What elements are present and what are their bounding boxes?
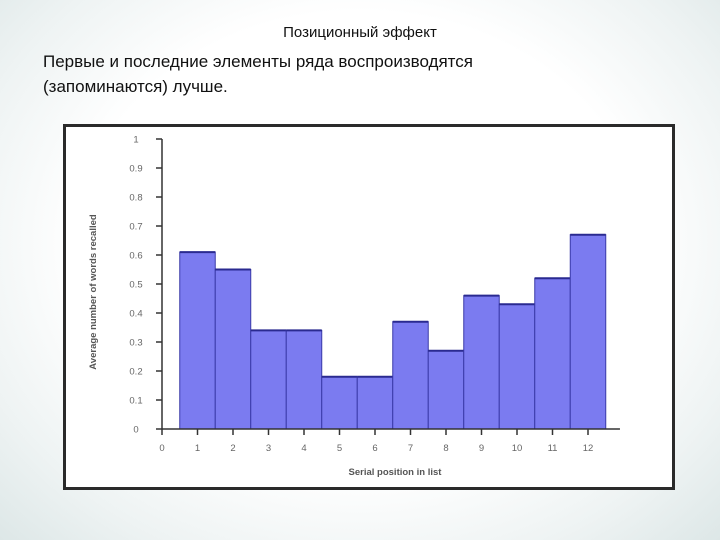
y-tick-label-1: 0.1 — [129, 396, 142, 407]
bar-4 — [285, 329, 323, 430]
x-tick-label-4: 4 — [301, 443, 306, 454]
bar-8 — [427, 350, 465, 430]
x-tick-label-9: 9 — [479, 443, 484, 454]
bar-1 — [179, 251, 216, 430]
slide-heading: Позиционный эффект — [0, 24, 720, 41]
x-tick-label-2: 2 — [230, 443, 235, 454]
bar-2 — [214, 269, 252, 430]
slide-heading-text: Позиционный эффект — [283, 24, 437, 41]
bar-7 — [392, 321, 429, 430]
y-tick-label-2: 0.2 — [129, 367, 142, 378]
x-tick-label-7: 7 — [408, 443, 413, 454]
bar-5 — [321, 376, 358, 430]
y-tick-label-7: 0.7 — [129, 222, 142, 233]
x-tick-label-5: 5 — [337, 443, 342, 454]
y-tick-label-5: 0.5 — [129, 280, 142, 291]
x-tick-label-0: 0 — [159, 443, 164, 454]
x-tick-label-8: 8 — [443, 443, 448, 454]
y-tick-label-6: 0.6 — [129, 251, 142, 262]
slide-body: Первые и последние элементы ряда воспрои… — [43, 49, 683, 99]
slide-body-line-2: (запоминаются) лучше. — [43, 77, 228, 96]
y-tick-label-3: 0.3 — [129, 338, 142, 349]
x-tick-label-3: 3 — [266, 443, 271, 454]
bars-layer — [179, 233, 607, 430]
x-tick-label-1: 1 — [195, 443, 200, 454]
y-tick-label-8: 0.8 — [129, 193, 142, 204]
x-axis-title: Serial position in list — [349, 467, 443, 478]
y-tick-label-10: 1 — [133, 135, 138, 146]
y-tick-label-4: 0.4 — [129, 309, 142, 320]
x-ticks: 0 1 2 3 4 5 6 7 8 9 10 11 12 — [159, 429, 593, 454]
x-tick-label-11: 11 — [548, 443, 558, 454]
y-axis-title: Average number of words recalled — [88, 214, 99, 370]
x-tick-label-12: 12 — [583, 443, 594, 454]
bar-12 — [569, 234, 607, 430]
bar-10 — [498, 303, 536, 430]
bar-11 — [534, 277, 571, 430]
y-ticks: 0 0.1 0.2 0.3 0.4 0.5 0.6 0.7 0.8 0.9 1 — [129, 135, 162, 436]
slide-body-line-1: Первые и последние элементы ряда воспрои… — [43, 52, 473, 71]
x-tick-label-6: 6 — [372, 443, 377, 454]
y-tick-label-9: 0.9 — [129, 164, 142, 175]
bar-6 — [356, 376, 394, 430]
bar-3 — [250, 329, 287, 430]
bar-9 — [463, 295, 500, 430]
x-tick-label-10: 10 — [512, 443, 523, 454]
y-tick-label-0: 0 — [133, 425, 138, 436]
